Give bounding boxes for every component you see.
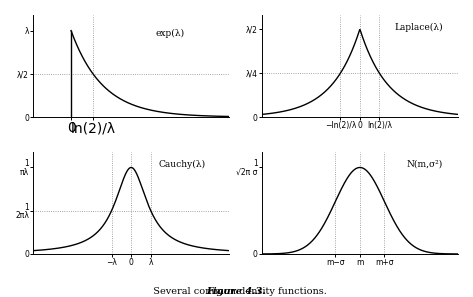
Text: Figure 4.3.: Figure 4.3. xyxy=(207,287,266,296)
Text: Cauchy(λ): Cauchy(λ) xyxy=(158,159,206,169)
Text: N(m,σ²): N(m,σ²) xyxy=(406,160,443,169)
Text: Several common density functions.: Several common density functions. xyxy=(147,287,326,296)
Text: exp(λ): exp(λ) xyxy=(156,29,185,38)
Text: Laplace(λ): Laplace(λ) xyxy=(394,23,443,32)
